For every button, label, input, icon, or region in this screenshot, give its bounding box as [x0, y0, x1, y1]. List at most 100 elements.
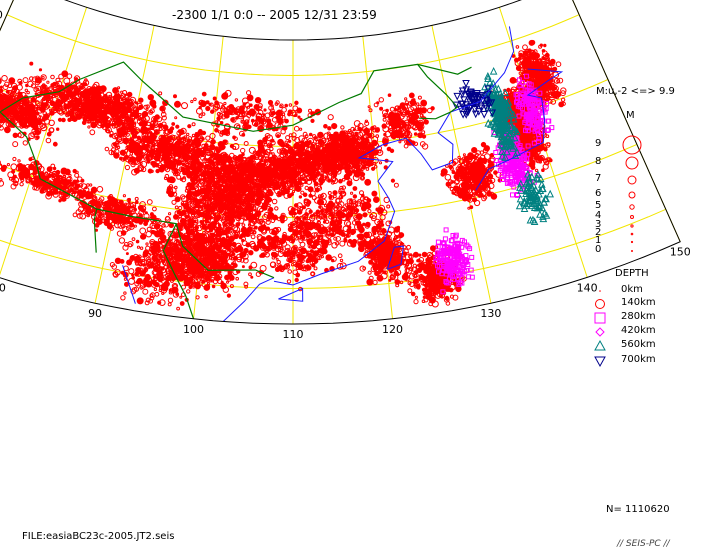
quake-mark-shallow [254, 150, 261, 157]
quake-mark-shallow [81, 112, 88, 119]
quake-mark-shallow [176, 174, 182, 180]
quake-mark-shallow [119, 101, 123, 106]
quake-mark-shallow [228, 275, 235, 281]
quake-mark-shallow [330, 144, 336, 149]
quake-mark-shallow [163, 159, 169, 165]
quake-mark-shallow [1, 118, 7, 124]
quake-mark-shallow [72, 84, 77, 88]
quake-mark-shallow [53, 105, 58, 110]
quake-mark-shallow [337, 229, 344, 236]
quake-mark-shallow [134, 101, 139, 105]
quake-mark-shallow [32, 110, 36, 115]
quake-mark-shallow [206, 208, 212, 214]
quake-mark-shallow [55, 80, 63, 88]
quake-mark-shallow [122, 98, 127, 103]
quake-mark-shallow [365, 167, 370, 171]
quake-mark-shallow [257, 194, 262, 199]
quake-mark-shallow [40, 74, 47, 81]
quake-mark-shallow [163, 147, 170, 153]
quake-mark-shallow [344, 144, 348, 148]
quake-mark-shallow [276, 157, 282, 163]
quake-mark-shallow [124, 164, 131, 171]
quake-mark-shallow [199, 220, 204, 224]
quake-mark-shallow [245, 174, 251, 180]
quake-mark-shallow [103, 93, 108, 98]
quake-mark-shallow [9, 118, 13, 122]
quake-mark-shallow [320, 173, 324, 178]
quake-mark-shallow [9, 95, 16, 102]
quake-mark-shallow [248, 250, 254, 256]
quake-mark-shallow [41, 123, 47, 129]
quake-mark-shallow [211, 284, 216, 289]
quake-mark-shallow [84, 90, 89, 94]
quake-mark-shallow [372, 279, 378, 285]
quake-mark-shallow [185, 185, 190, 190]
quake-mark-shallow [327, 126, 332, 131]
quake-mark-shallow [41, 83, 46, 87]
quake-mark-shallow [126, 106, 132, 112]
meridian-line [572, 0, 681, 242]
quake-mark-shallow [308, 193, 313, 198]
quake-mark-shallow [390, 178, 395, 183]
quake-mark-shallow [340, 125, 345, 130]
quake-mark-shallow [217, 141, 225, 148]
quake-mark-shallow [232, 263, 238, 268]
quake-mark-shallow [268, 190, 274, 197]
quake-mark-shallow [231, 192, 235, 196]
quake-mark-shallow [317, 131, 324, 139]
quake-mark-shallow [85, 103, 92, 109]
quake-mark-shallow [76, 108, 81, 113]
quake-mark-shallow [226, 280, 229, 284]
quake-mark-shallow [95, 104, 102, 111]
quake-mark-shallow [195, 231, 200, 236]
quake-mark-shallow [366, 154, 370, 158]
quake-mark-shallow [102, 118, 106, 122]
quake-mark-shallow [78, 98, 82, 102]
meridian-line [362, 36, 393, 319]
quake-mark-shallow [89, 86, 96, 93]
meridian-line [0, 7, 88, 276]
quake-mark-shallow [138, 97, 144, 103]
quake-mark-shallow [116, 105, 121, 111]
quake-mark-shallow [261, 202, 269, 209]
quake-mark-shallow [238, 178, 245, 185]
quake-mark-shallow [257, 139, 264, 146]
quake-mark-shallow [364, 196, 369, 201]
quake-mark-shallow [87, 125, 91, 129]
quake-mark-shallow [2, 84, 9, 90]
quake-mark-shallow [216, 200, 223, 207]
quake-mark-shallow [346, 204, 352, 211]
quake-mark-shallow [61, 97, 67, 103]
quake-mark-shallow [17, 104, 21, 108]
quake-mark-shallow [45, 104, 51, 109]
quake-mark-shallow [49, 100, 56, 107]
quake-mark-shallow [309, 168, 314, 172]
quake-mark-shallow [13, 105, 18, 110]
quake-cloud-shallow [0, 39, 567, 311]
quake-mark-shallow [154, 163, 160, 168]
quake-mark-shallow [238, 236, 243, 240]
quake-mark-shallow [276, 134, 281, 138]
quake-mark-shallow [334, 138, 338, 142]
quake-mark-shallow [105, 95, 112, 101]
quake-mark-shallow [168, 212, 172, 216]
quake-mark-shallow [119, 130, 126, 137]
quake-mark-shallow [352, 186, 358, 191]
quake-mark-shallow [219, 132, 224, 137]
quake-mark-shallow [323, 139, 327, 143]
quake-mark-shallow [380, 220, 384, 224]
quake-mark-shallow [17, 91, 21, 95]
quake-mark-shallow [217, 174, 223, 180]
quake-mark-shallow [0, 104, 4, 110]
quake-mark-shallow [293, 203, 299, 208]
quake-mark-shallow [15, 117, 19, 121]
quake-mark-shallow [318, 155, 324, 160]
quake-mark-shallow [244, 164, 250, 170]
quake-mark-shallow [241, 152, 245, 157]
quake-mark-shallow [38, 115, 43, 120]
quake-mark-shallow [313, 136, 318, 140]
quake-mark-shallow [338, 218, 343, 222]
quake-mark-shallow [298, 156, 302, 161]
quake-mark-shallow [34, 79, 41, 86]
quake-mark-shallow [250, 199, 255, 204]
